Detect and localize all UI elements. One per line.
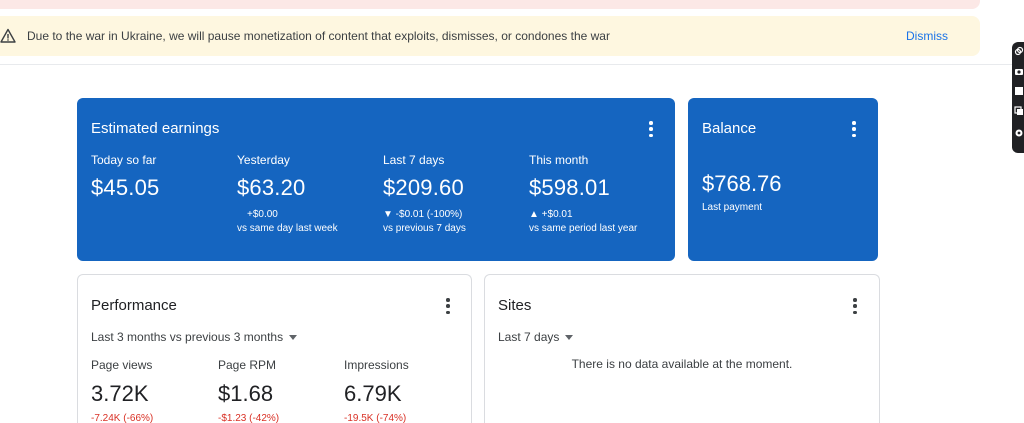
metric-label: Impressions	[344, 358, 409, 372]
sites-range-label: Last 7 days	[498, 330, 560, 344]
metric-delta: ▼ -$0.01 (-100%)	[383, 209, 463, 220]
metric-label: Last 7 days	[383, 153, 445, 167]
chevron-down-icon	[289, 335, 298, 341]
metric-value: $209.60	[383, 175, 464, 200]
metric-change: -19.5K (-74%)	[344, 413, 407, 423]
metric-value: $598.01	[529, 175, 610, 200]
war-notice-banner: Due to the war in Ukraine, we will pause…	[0, 16, 980, 56]
performance-more-icon[interactable]	[445, 298, 451, 314]
balance-card: Balance $768.76 Last payment	[688, 98, 878, 261]
alert-strip	[0, 0, 980, 9]
square-icon[interactable]	[1014, 86, 1024, 96]
metric-value: 6.79K	[344, 381, 402, 406]
metric-change: -7.24K (-66%)	[91, 413, 154, 423]
metric-label: Today so far	[91, 153, 157, 167]
metric-label: Yesterday	[237, 153, 290, 167]
metric-impressions[interactable]: Impressions 6.79K -19.5K (-74%)	[344, 358, 464, 423]
chevron-down-icon	[565, 335, 574, 341]
link-icon[interactable]	[1014, 46, 1024, 56]
metric-compare: vs same day last week	[237, 223, 338, 234]
metric-delta: ▲ +$0.01	[529, 209, 573, 220]
header-divider	[0, 64, 1024, 65]
earnings-title: Estimated earnings	[91, 120, 220, 137]
metric-compare: vs same period last year	[529, 223, 638, 234]
warning-icon	[0, 28, 16, 43]
metric-this-month: This month $598.01 ▲ +$0.01 vs same peri…	[529, 153, 669, 234]
dismiss-button[interactable]: Dismiss	[906, 29, 948, 43]
performance-title: Performance	[91, 297, 177, 314]
balance-title: Balance	[702, 120, 757, 137]
metric-value: $63.20	[237, 175, 306, 200]
balance-value: $768.76	[702, 171, 782, 196]
performance-card: Performance Last 3 months vs previous 3 …	[77, 274, 472, 423]
metric-last-7-days: Last 7 days $209.60 ▼ -$0.01 (-100%) vs …	[383, 153, 523, 234]
metric-compare: vs previous 7 days	[383, 223, 466, 234]
metric-page-rpm[interactable]: Page RPM $1.68 -$1.23 (-42%)	[218, 358, 338, 423]
metric-delta: +$0.00	[247, 209, 278, 220]
banner-message: Due to the war in Ukraine, we will pause…	[27, 29, 610, 43]
metric-page-views[interactable]: Page views 3.72K -7.24K (-66%)	[91, 358, 211, 423]
metric-value: 3.72K	[91, 381, 149, 406]
performance-range-label: Last 3 months vs previous 3 months	[91, 330, 284, 344]
metric-label: Page RPM	[218, 358, 277, 372]
metric-label: This month	[529, 153, 589, 167]
performance-range-dropdown[interactable]: Last 3 months vs previous 3 months	[91, 330, 298, 344]
copy-icon[interactable]	[1014, 106, 1024, 116]
estimated-earnings-card: Estimated earnings Today so far $45.05 Y…	[77, 98, 675, 261]
sites-more-icon[interactable]	[852, 298, 858, 314]
side-toolbar	[1012, 42, 1024, 153]
sites-card: Sites Last 7 days There is no data avail…	[484, 274, 880, 423]
metric-change: -$1.23 (-42%)	[218, 413, 280, 423]
sites-empty-message: There is no data available at the moment…	[571, 357, 793, 371]
metric-yesterday: Yesterday $63.20 +$0.00 vs same day last…	[237, 153, 377, 234]
gear-icon[interactable]	[1014, 128, 1024, 138]
earnings-more-icon[interactable]	[648, 121, 654, 137]
balance-subtitle: Last payment	[702, 202, 763, 213]
camera-icon[interactable]	[1014, 66, 1024, 76]
metric-today: Today so far $45.05	[91, 153, 231, 201]
balance-more-icon[interactable]	[851, 121, 857, 137]
sites-range-dropdown[interactable]: Last 7 days	[498, 330, 574, 344]
metric-label: Page views	[91, 358, 153, 372]
metric-value: $1.68	[218, 381, 274, 406]
sites-title: Sites	[498, 297, 532, 314]
metric-value: $45.05	[91, 175, 160, 200]
